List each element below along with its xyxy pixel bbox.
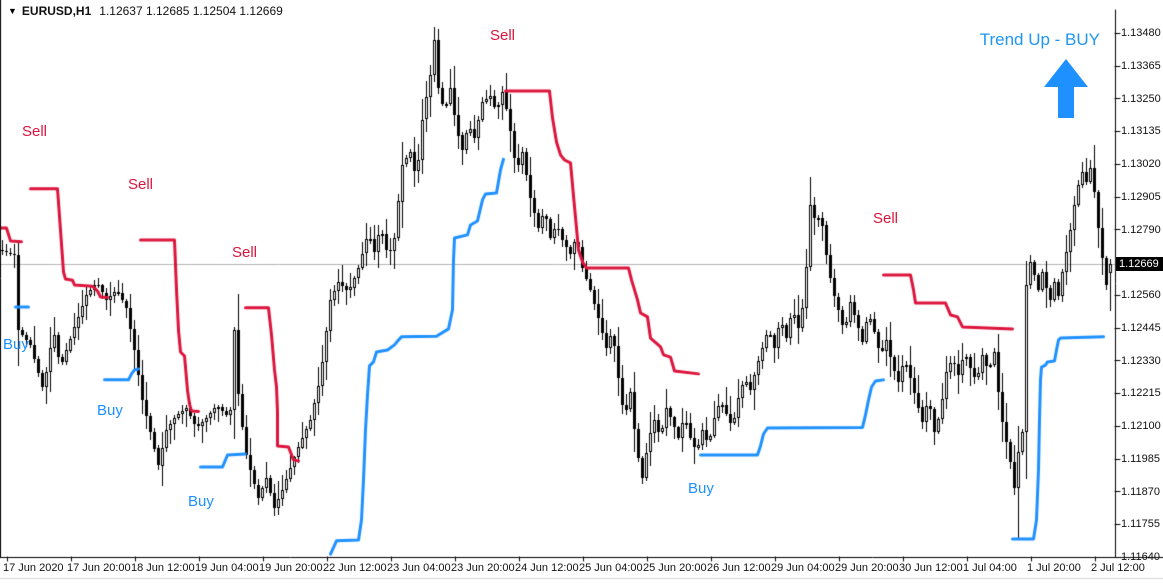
signal-label-buy: Buy — [688, 480, 714, 497]
signal-label-sell: Sell — [22, 123, 48, 140]
y-axis-label: 1.11870 — [1121, 485, 1160, 498]
y-axis-label: 1.11755 — [1121, 518, 1160, 531]
x-axis-label: 26 Jun 12:00 — [707, 562, 771, 574]
x-axis-label: 25 Jun 04:00 — [579, 562, 643, 574]
y-axis-label: 1.13020 — [1121, 158, 1161, 170]
x-axis-label: 29 Jun 20:00 — [835, 562, 899, 574]
x-axis-label: 23 Jun 04:00 — [387, 562, 451, 574]
x-axis-label: 29 Jun 04:00 — [771, 562, 835, 574]
y-axis-label: 1.11985 — [1121, 452, 1160, 465]
current-price-tag: 1.12669 — [1116, 256, 1163, 271]
x-axis-label: 2 Jul 12:00 — [1091, 562, 1145, 574]
symbol-timeframe-label: EURUSD,H1 — [21, 4, 92, 18]
symbol-dropdown-icon[interactable]: ▼ — [8, 6, 17, 16]
x-axis-label: 30 Jun 12:00 — [899, 562, 963, 574]
trend-up-arrow-icon — [1044, 59, 1088, 118]
signal-label-sell: Sell — [128, 176, 154, 193]
x-axis-label: 23 Jun 20:00 — [451, 562, 515, 574]
y-axis-label: 1.13135 — [1121, 125, 1161, 138]
x-axis-label: 19 Jun 04:00 — [195, 562, 259, 574]
x-axis-label: 1 Jul 20:00 — [1027, 562, 1081, 574]
x-axis-label: 17 Jun 2020 — [3, 562, 64, 574]
chart-title: ▼ EURUSD,H1 1.12637 1.12685 1.12504 1.1266… — [8, 4, 283, 18]
x-axis-label: 18 Jun 12:00 — [131, 562, 195, 574]
x-axis-label: 17 Jun 20:00 — [67, 562, 131, 574]
signal-label-sell: Sell — [232, 244, 258, 261]
y-axis-label: 1.12445 — [1121, 321, 1161, 334]
y-axis-label: 1.13480 — [1121, 27, 1161, 39]
signal-label-buy: Buy — [97, 402, 123, 419]
trend-status-label: Trend Up - BUY — [979, 30, 1100, 49]
signal-label-buy: Buy — [3, 336, 29, 353]
y-axis-label: 1.12560 — [1121, 289, 1161, 301]
x-axis-label: 25 Jun 20:00 — [643, 562, 707, 574]
y-axis-label: 1.13365 — [1121, 59, 1161, 72]
x-axis-label: 19 Jun 20:00 — [259, 562, 323, 574]
signal-label-sell: Sell — [490, 27, 516, 44]
y-axis-label: 1.13250 — [1121, 92, 1161, 105]
signal-label-sell: Sell — [873, 210, 899, 227]
ohlc-values: 1.12637 1.12685 1.12504 1.12669 — [99, 4, 283, 18]
y-axis-label: 1.12330 — [1121, 354, 1161, 367]
y-axis-label: 1.12905 — [1121, 190, 1161, 203]
y-axis-label: 1.12215 — [1121, 387, 1161, 400]
x-axis-label: 24 Jun 12:00 — [515, 562, 579, 574]
y-axis-label: 1.12100 — [1121, 420, 1161, 432]
y-axis-label: 1.12790 — [1121, 223, 1161, 236]
x-axis-label: 1 Jul 04:00 — [963, 562, 1017, 574]
signal-label-buy: Buy — [188, 493, 214, 510]
x-axis-label: 22 Jun 12:00 — [323, 562, 387, 574]
y-axis-label: 1.11640 — [1121, 551, 1160, 563]
